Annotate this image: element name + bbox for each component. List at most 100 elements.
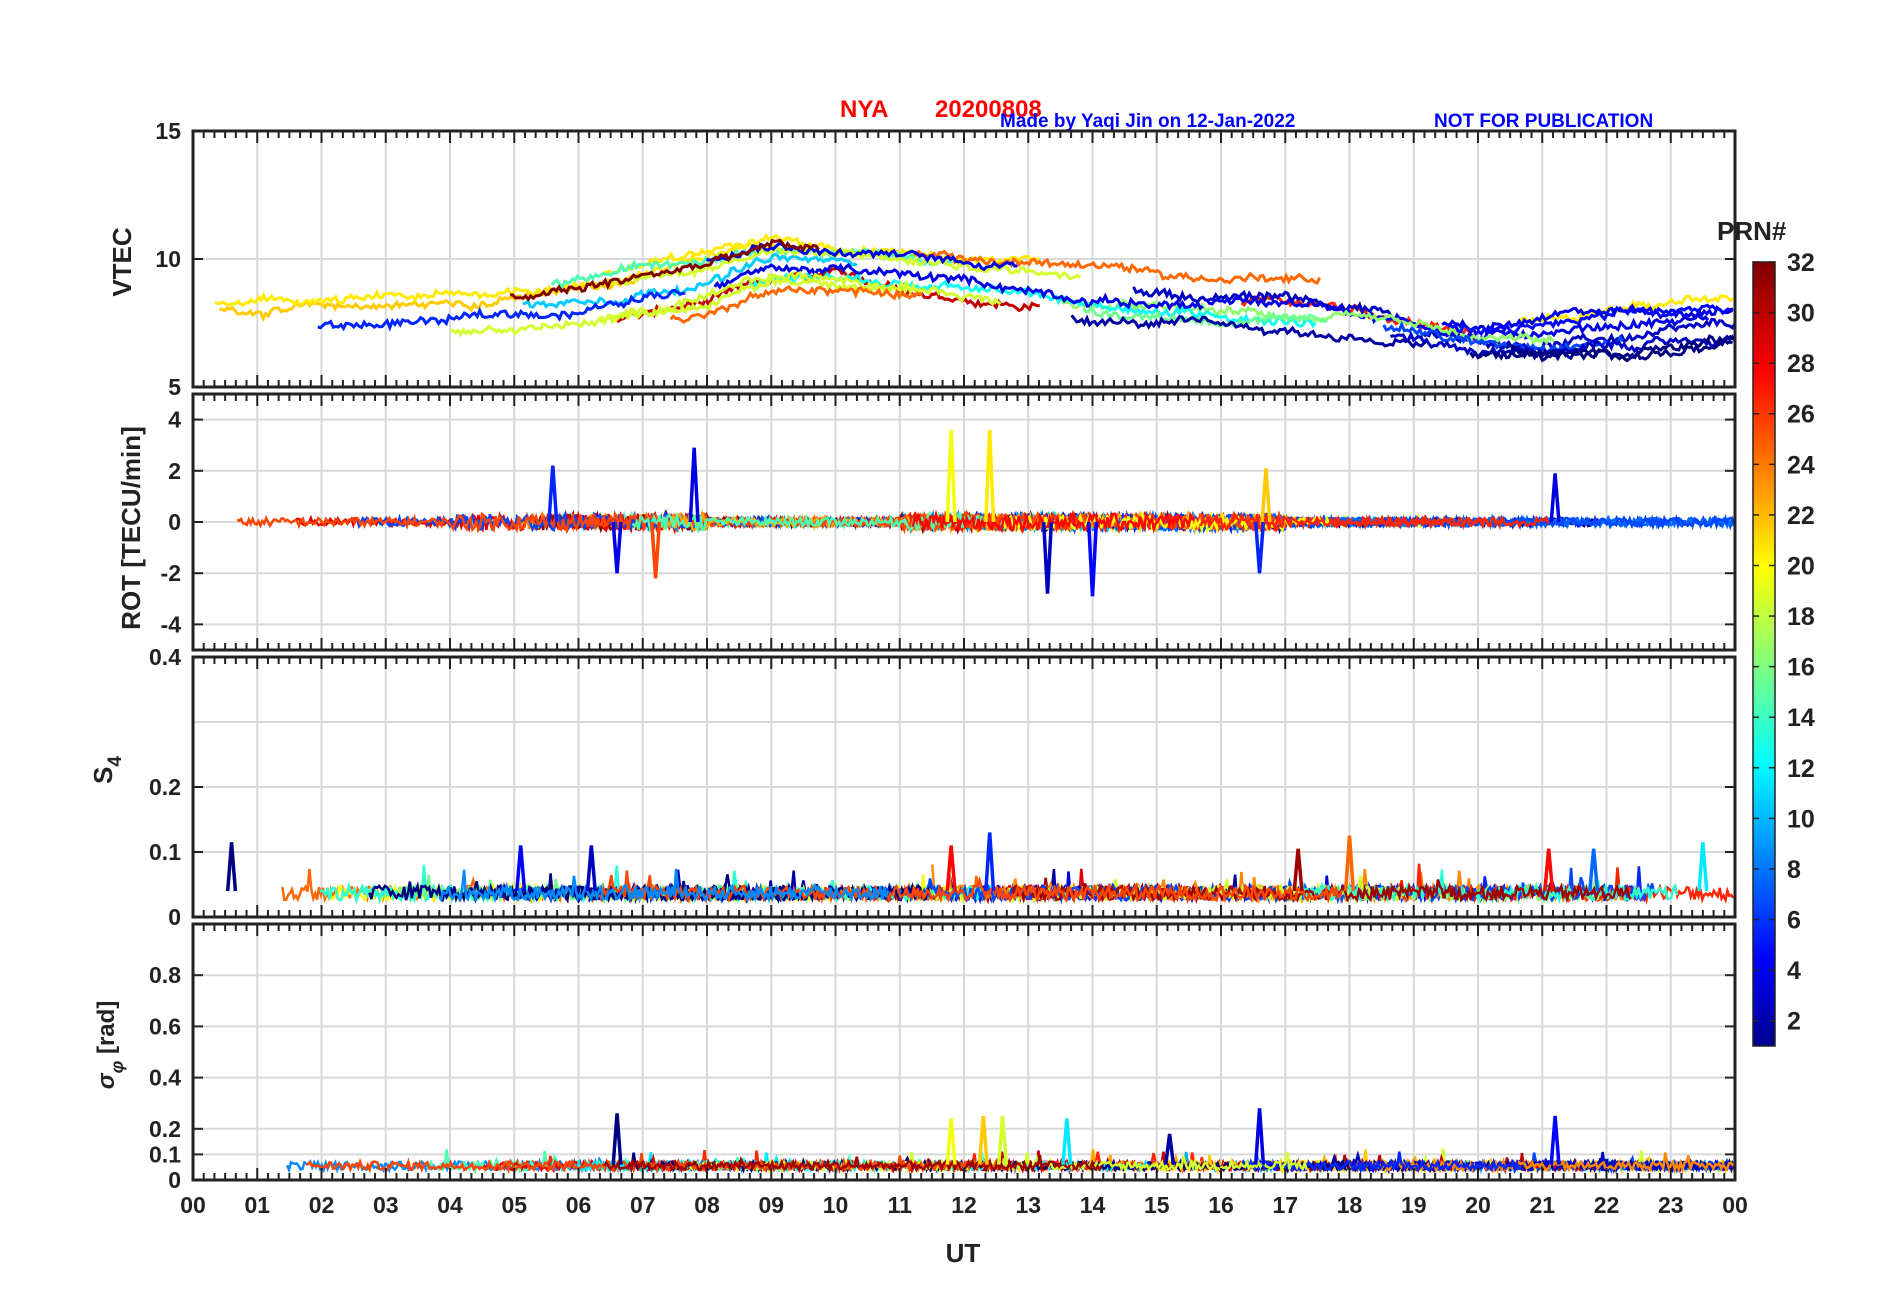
spike-mark — [611, 1113, 623, 1165]
colorbar-tick-label: 18 — [1787, 603, 1815, 631]
vtec-series-line — [1517, 294, 1735, 325]
series-group — [225, 832, 1735, 905]
vtec-series-line — [913, 249, 1321, 285]
x-tick-label: 06 — [566, 1192, 592, 1218]
y-tick-label: 0.1 — [149, 839, 181, 865]
spike-mark — [945, 1118, 957, 1165]
spike-mark — [1061, 1118, 1073, 1165]
spike-mark — [1164, 1133, 1176, 1165]
x-tick-label: 03 — [373, 1192, 399, 1218]
spike-mark — [945, 845, 957, 892]
x-tick-label: 00 — [1722, 1192, 1748, 1218]
spike-mark — [1697, 842, 1709, 892]
vtec-series-line — [1070, 314, 1428, 350]
colorbar-tick-label: 12 — [1787, 755, 1815, 783]
notice-label: NOT FOR PUBLICATION — [1434, 111, 1653, 132]
spike-mark — [688, 447, 700, 523]
y-tick-label: 0 — [168, 1167, 181, 1193]
x-tick-label: 07 — [630, 1192, 656, 1218]
series-line — [598, 870, 1344, 905]
svg-text:S4: S4 — [88, 756, 126, 784]
y-tick-label: 0 — [168, 904, 181, 930]
spike-mark — [515, 845, 527, 892]
colorbar-tick-label: 14 — [1787, 704, 1815, 732]
y-tick-label: -2 — [161, 560, 181, 586]
spike-mark — [611, 521, 623, 574]
series-line — [603, 1154, 1103, 1175]
x-tick-label: 01 — [244, 1192, 270, 1218]
y-tick-label: 0.2 — [149, 1116, 181, 1142]
y-tick-label: 2 — [168, 458, 181, 484]
x-tick-label: 08 — [694, 1192, 720, 1218]
spike-mark — [1253, 521, 1266, 574]
colorbar — [1752, 261, 1776, 1047]
y-tick-label: 0 — [168, 509, 181, 535]
s4-ylabel: S4 — [88, 756, 126, 784]
vtec-series-line — [510, 238, 820, 302]
x-tick-label: 18 — [1337, 1192, 1363, 1218]
spike-mark — [1292, 848, 1304, 892]
spike-mark — [984, 832, 996, 892]
panel-sigma_phi: 00.10.2 0.4 0.6 0.8 — [149, 922, 1737, 1193]
colorbar-tick-label: 26 — [1787, 401, 1815, 429]
sigma-ylabel: σφ [rad] — [93, 1001, 127, 1090]
spike-mark — [1253, 1108, 1266, 1165]
spike-mark — [649, 521, 662, 579]
colorbar-tick-label: 16 — [1787, 654, 1815, 682]
spike-mark — [225, 842, 238, 892]
x-tick-label: 17 — [1272, 1192, 1298, 1218]
y-tick-label: 0.8 — [149, 962, 181, 988]
colorbar-tick-label: 8 — [1787, 856, 1801, 884]
series-group — [285, 1108, 1737, 1175]
spike-mark — [1343, 835, 1356, 892]
x-tick-label: 20 — [1465, 1192, 1491, 1218]
x-tick-label: 13 — [1015, 1192, 1041, 1218]
y-tick-label: 0.4 — [149, 644, 181, 670]
colorbar-tick-label: 30 — [1787, 300, 1815, 328]
x-tick-label: 11 — [888, 1192, 913, 1218]
date-label: 20200808 — [935, 96, 1042, 123]
x-tick-label: 10 — [823, 1192, 849, 1218]
colorbar-tick-label: 24 — [1787, 451, 1815, 479]
vtec-ylabel: VTEC — [107, 227, 137, 297]
y-tick-label: 0.1 — [149, 1141, 181, 1167]
series-line — [438, 868, 890, 904]
colorbar-tick-label: 20 — [1787, 552, 1815, 580]
colorbar-tick-label: 32 — [1787, 249, 1815, 277]
station-label: NYA — [840, 96, 888, 123]
x-tick-label: 14 — [1080, 1192, 1106, 1218]
colorbar-tick-label: 4 — [1787, 957, 1801, 985]
y-tick-label: 15 — [155, 118, 181, 144]
panel-ROT: -4 -2 0 2 4 — [161, 392, 1737, 652]
colorbar-tick-label: 2 — [1787, 1008, 1801, 1036]
vtec-series-line — [713, 262, 1204, 312]
y-tick-label: 10 — [155, 246, 181, 272]
vtec-series-line — [450, 270, 1002, 338]
spike-mark — [1260, 468, 1272, 523]
x-tick-label: 00 — [180, 1192, 206, 1218]
x-tick-label: 21 — [1529, 1192, 1555, 1218]
y-tick-label: 0.2 — [149, 774, 181, 800]
y-tick-label: -4 — [161, 611, 182, 637]
spike-mark — [1543, 848, 1555, 892]
svg-text:σφ [rad]: σφ [rad] — [93, 1001, 127, 1090]
x-tick-label: 22 — [1594, 1192, 1620, 1218]
colorbar-tick-label: 22 — [1787, 502, 1815, 530]
vtec-series-line — [1447, 303, 1734, 337]
vtec-series-line — [669, 284, 923, 324]
spike-mark — [585, 845, 597, 892]
colorbar-tick-label: 6 — [1787, 907, 1801, 935]
series-line — [911, 509, 1195, 535]
x-tick-label: 05 — [501, 1192, 527, 1218]
x-tick-label: 16 — [1208, 1192, 1234, 1218]
x-tick-label: 09 — [758, 1192, 784, 1218]
spike-mark — [1041, 521, 1054, 594]
spike-mark — [1549, 1115, 1561, 1165]
spike-mark — [1588, 848, 1600, 892]
series-line — [1199, 510, 1493, 533]
series-group — [214, 233, 1737, 363]
y-tick-label: 4 — [168, 407, 181, 433]
spike-mark — [547, 465, 559, 523]
spike-mark — [984, 429, 996, 523]
